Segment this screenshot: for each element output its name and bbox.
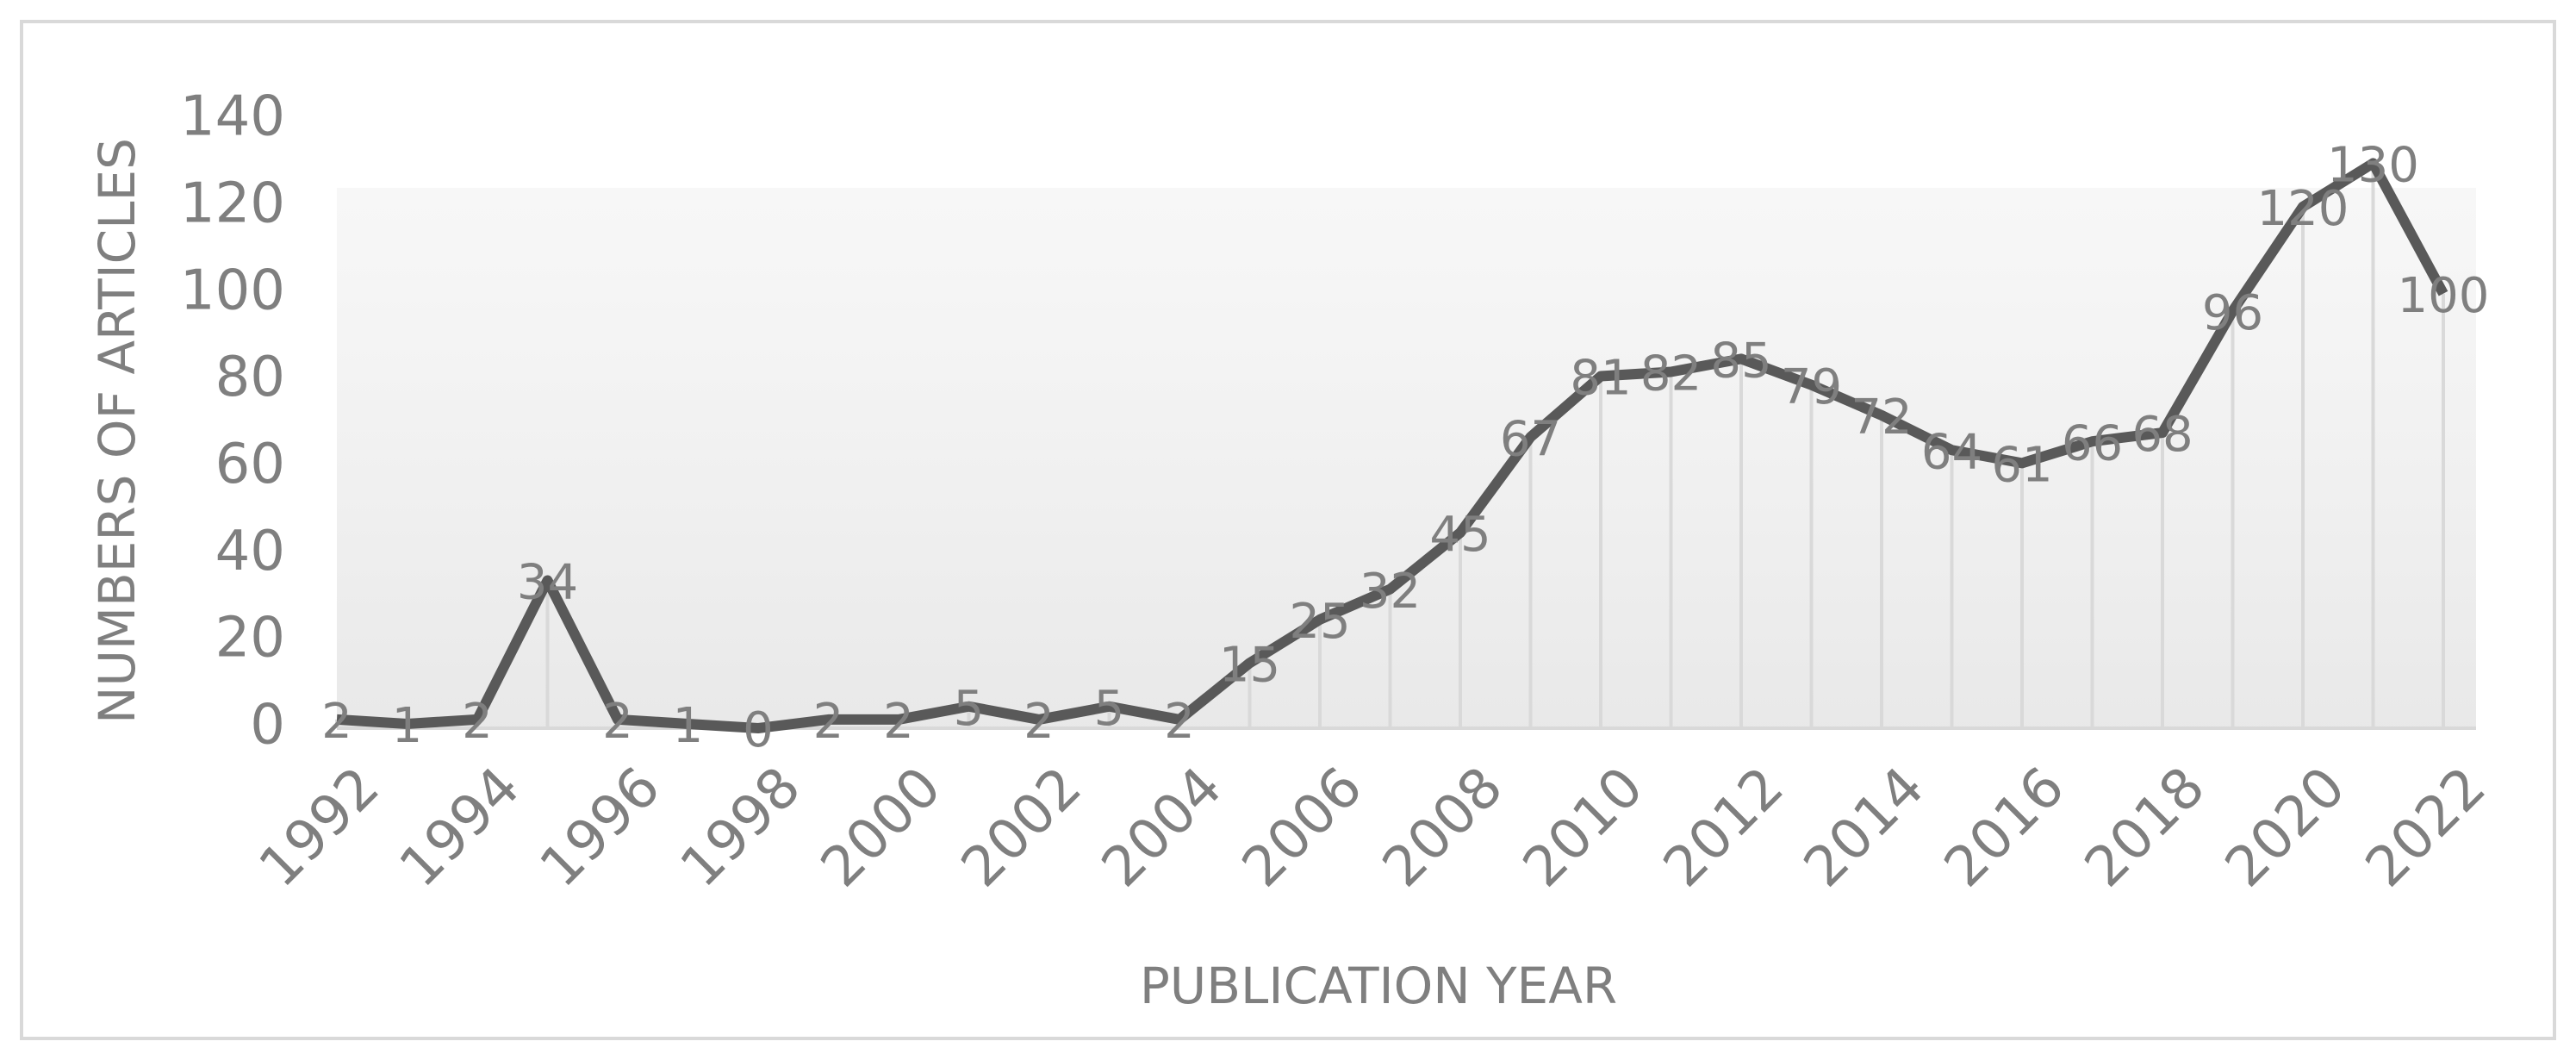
data-label: 32 <box>1360 564 1421 620</box>
data-label: 68 <box>2131 407 2193 463</box>
data-label: 5 <box>954 681 985 737</box>
y-tick-label: 40 <box>215 520 285 583</box>
data-label: 2 <box>1024 694 1055 750</box>
y-tick-label: 100 <box>180 259 285 322</box>
data-label: 67 <box>1500 411 1561 467</box>
data-label: 5 <box>1094 681 1125 737</box>
data-label: 25 <box>1289 594 1350 650</box>
data-label: 2 <box>602 694 633 750</box>
data-label: 100 <box>2398 268 2490 324</box>
y-tick-label: 80 <box>215 346 285 409</box>
data-label: 82 <box>1640 346 1702 402</box>
y-tick-label: 0 <box>250 694 285 758</box>
data-label: 61 <box>1991 438 2052 494</box>
data-label: 81 <box>1570 351 1631 407</box>
series-line <box>336 158 2448 733</box>
data-label: 1 <box>673 698 704 754</box>
data-label: 96 <box>2202 285 2263 341</box>
plot-background <box>337 188 2476 728</box>
data-label: 64 <box>1921 424 1982 480</box>
y-tick-label: 60 <box>215 433 285 496</box>
data-label: 130 <box>2327 138 2419 194</box>
data-label: 1 <box>392 698 423 754</box>
data-label: 0 <box>743 702 774 758</box>
data-label: 15 <box>1219 637 1280 693</box>
data-label: 45 <box>1429 507 1490 563</box>
data-label: 2 <box>462 694 493 750</box>
data-label: 2 <box>883 694 914 750</box>
data-label: 66 <box>2062 415 2123 471</box>
data-label: 2 <box>813 694 844 750</box>
data-label: 2 <box>1164 694 1195 750</box>
y-tick-label: 120 <box>180 171 285 235</box>
y-axis-title: NUMBERS OF ARTICLES <box>88 138 146 724</box>
data-label: 79 <box>1781 359 1842 415</box>
y-tick-label: 20 <box>215 607 285 670</box>
data-label: 120 <box>2257 181 2349 237</box>
data-label: 85 <box>1710 333 1771 389</box>
x-axis-title: PUBLICATION YEAR <box>1140 957 1617 1015</box>
data-label: 34 <box>517 555 578 611</box>
data-label: 72 <box>1851 390 1912 446</box>
y-tick-label: 140 <box>180 85 285 149</box>
data-label: 2 <box>321 694 352 750</box>
